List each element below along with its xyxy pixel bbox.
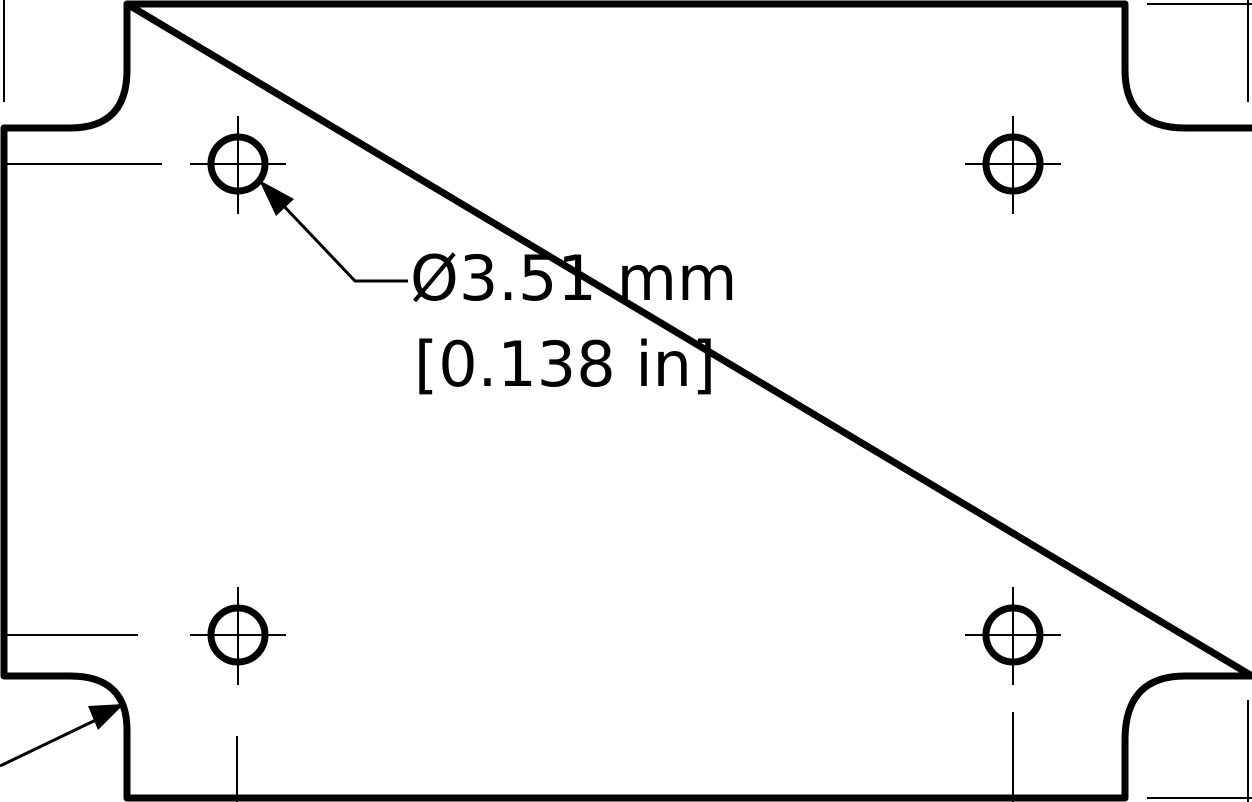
mounting-hole-bottom-right (965, 587, 1061, 685)
corner-radius-leader (0, 704, 124, 768)
diameter-dimension-imperial: [0.138 in] (414, 328, 716, 401)
diameter-symbol: Ø (410, 242, 459, 315)
diameter-dimension-metric: Ø3.51 mm (410, 242, 737, 315)
mounting-hole-bottom-left (190, 587, 286, 685)
leader-arrowhead (259, 180, 294, 216)
mounting-hole-top-left (190, 116, 286, 214)
metric-value: 3.51 mm (459, 242, 738, 315)
hole-diameter-leader (259, 180, 408, 283)
mounting-hole-top-right (965, 116, 1061, 214)
extension-lines (3, 0, 1252, 802)
corner-leader-arrowhead (88, 704, 124, 730)
